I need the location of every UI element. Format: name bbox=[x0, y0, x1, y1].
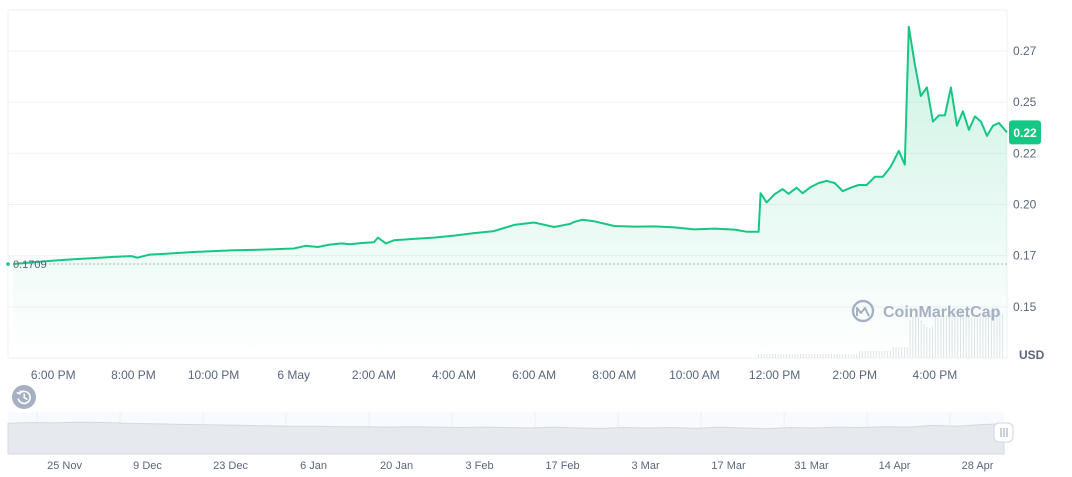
x-tick-label: 10:00 PM bbox=[188, 368, 239, 382]
y-tick-label: 0.15 bbox=[1013, 300, 1037, 314]
y-tick-label: 0.20 bbox=[1013, 197, 1037, 211]
x-tick-label: 6:00 PM bbox=[31, 368, 76, 382]
navigator-x-axis: 25 Nov 9 Dec 23 Dec 6 Jan 20 Jan 3 Feb 17 Feb 3… bbox=[47, 460, 994, 472]
history-icon bbox=[16, 390, 31, 405]
x-tick-label: 6:00 AM bbox=[512, 368, 556, 382]
navigator-tick-label: 31 Mar bbox=[794, 460, 829, 472]
navigator-tick-label: 9 Dec bbox=[133, 460, 162, 472]
navigator-tick-label: 25 Nov bbox=[47, 460, 82, 472]
y-tick-label: 0.27 bbox=[1013, 44, 1037, 58]
currency-label: USD bbox=[1019, 348, 1045, 362]
navigator-tick-label: 17 Mar bbox=[711, 460, 746, 472]
watermark-text: CoinMarketCap bbox=[883, 304, 1001, 321]
navigator-tick-label: 3 Feb bbox=[465, 460, 493, 472]
navigator-tick-label: 23 Dec bbox=[213, 460, 248, 472]
navigator-tick-label: 6 Jan bbox=[300, 460, 327, 472]
coinmarketcap-logo-icon bbox=[851, 299, 875, 323]
coinmarketcap-watermark: CoinMarketCap bbox=[851, 299, 1001, 323]
x-tick-label: 12:00 PM bbox=[749, 368, 800, 382]
navigator-tick-label: 20 Jan bbox=[380, 460, 413, 472]
y-tick-label: 0.25 bbox=[1013, 95, 1037, 109]
history-button[interactable] bbox=[12, 385, 36, 409]
navigator-tick-label: 28 Apr bbox=[962, 460, 994, 472]
current-price-tag-bg bbox=[1009, 120, 1041, 145]
current-price-tag: 0.22 bbox=[1009, 120, 1041, 145]
current-price-value: 0.22 bbox=[1013, 126, 1037, 140]
x-tick-label: 10:00 AM bbox=[669, 368, 720, 382]
navigator-tick-label: 3 Mar bbox=[631, 460, 659, 472]
price-line bbox=[13, 25, 1008, 265]
navigator-area bbox=[7, 421, 1005, 455]
x-tick-label: 2:00 AM bbox=[352, 368, 396, 382]
x-tick-label: 8:00 AM bbox=[592, 368, 636, 382]
y-tick-label: 0.22 bbox=[1013, 146, 1037, 160]
y-tick-label: 0.17 bbox=[1013, 249, 1037, 263]
x-axis: 6:00 PM 8:00 PM 10:00 PM 6 May 2:00 AM 4:00 A… bbox=[31, 368, 957, 382]
x-tick-label: 4:00 PM bbox=[913, 368, 958, 382]
x-tick-label: 2:00 PM bbox=[832, 368, 877, 382]
y-axis: 0.15 0.17 0.20 0.22 0.25 0.27 bbox=[1013, 44, 1037, 314]
open-price-marker bbox=[6, 262, 10, 266]
navigator-tick-label: 14 Apr bbox=[879, 460, 911, 472]
x-tick-label: 6 May bbox=[277, 368, 310, 382]
navigator[interactable]: 25 Nov 9 Dec 23 Dec 6 Jan 20 Jan 3 Feb 17 Feb 3… bbox=[7, 412, 1014, 472]
navigator-tick-label: 17 Feb bbox=[545, 460, 579, 472]
x-tick-label: 4:00 AM bbox=[432, 368, 476, 382]
x-tick-label: 8:00 PM bbox=[111, 368, 156, 382]
price-area-fill bbox=[13, 26, 1007, 359]
navigator-handle-right[interactable] bbox=[993, 422, 1014, 443]
open-price-label: 0.1709 bbox=[13, 259, 47, 271]
